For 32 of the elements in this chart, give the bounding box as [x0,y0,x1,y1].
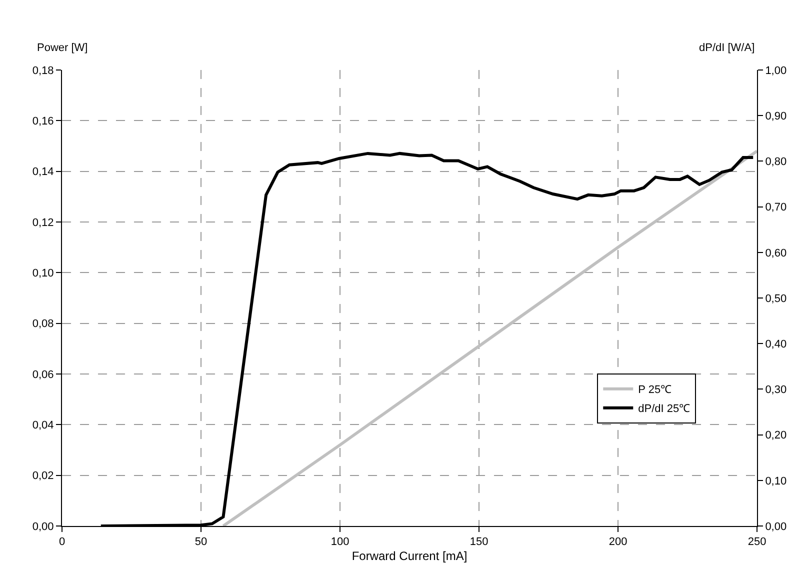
y2-tick-label: 0,50 [765,292,787,305]
y-tick-label: 0,16 [32,116,54,128]
x-axis-title: Forward Current [mA] [352,549,468,564]
y-tick-label: 0,10 [32,268,54,280]
y2-axis-title: dP/dI [W/A] [699,42,755,54]
y-tick-label: 0,18 [32,64,54,77]
y2-tick-label: 0,10 [765,475,787,488]
y-tick-label: 0,04 [32,420,54,432]
y-tick-label: 0,00 [32,520,54,533]
x-tick-label: 100 [330,536,350,548]
y2-tick-label: 0,60 [765,247,787,260]
y2-tick-label: 0,00 [765,520,787,533]
y-tick-label: 0,02 [32,470,54,482]
y-tick-label: 0,06 [32,368,54,381]
y2-tick-label: 0,30 [765,384,787,396]
y2-tick-label: 0,80 [765,156,787,168]
x-tick-label: 50 [194,536,208,548]
x-tick-label: 200 [608,536,628,548]
y2-tick-label: 0,90 [765,110,787,122]
x-tick-label: 150 [470,536,488,548]
y2-tick-label: 0,20 [765,430,787,442]
y-tick-label: 0,08 [32,318,54,330]
y2-tick-label: 1,00 [765,64,787,77]
x-tick-label: 250 [748,536,766,548]
x-tick-label: 0 [58,536,66,548]
y-axis-title: Power [W] [37,42,88,54]
legend-label: P 25℃ [638,384,672,396]
y2-tick-label: 0,70 [765,202,787,214]
y-tick-label: 0,14 [32,166,54,178]
legend-label: dP/dI 25℃ [638,403,690,416]
y-tick-label: 0,12 [32,216,54,229]
y2-tick-label: 0,40 [765,338,787,350]
